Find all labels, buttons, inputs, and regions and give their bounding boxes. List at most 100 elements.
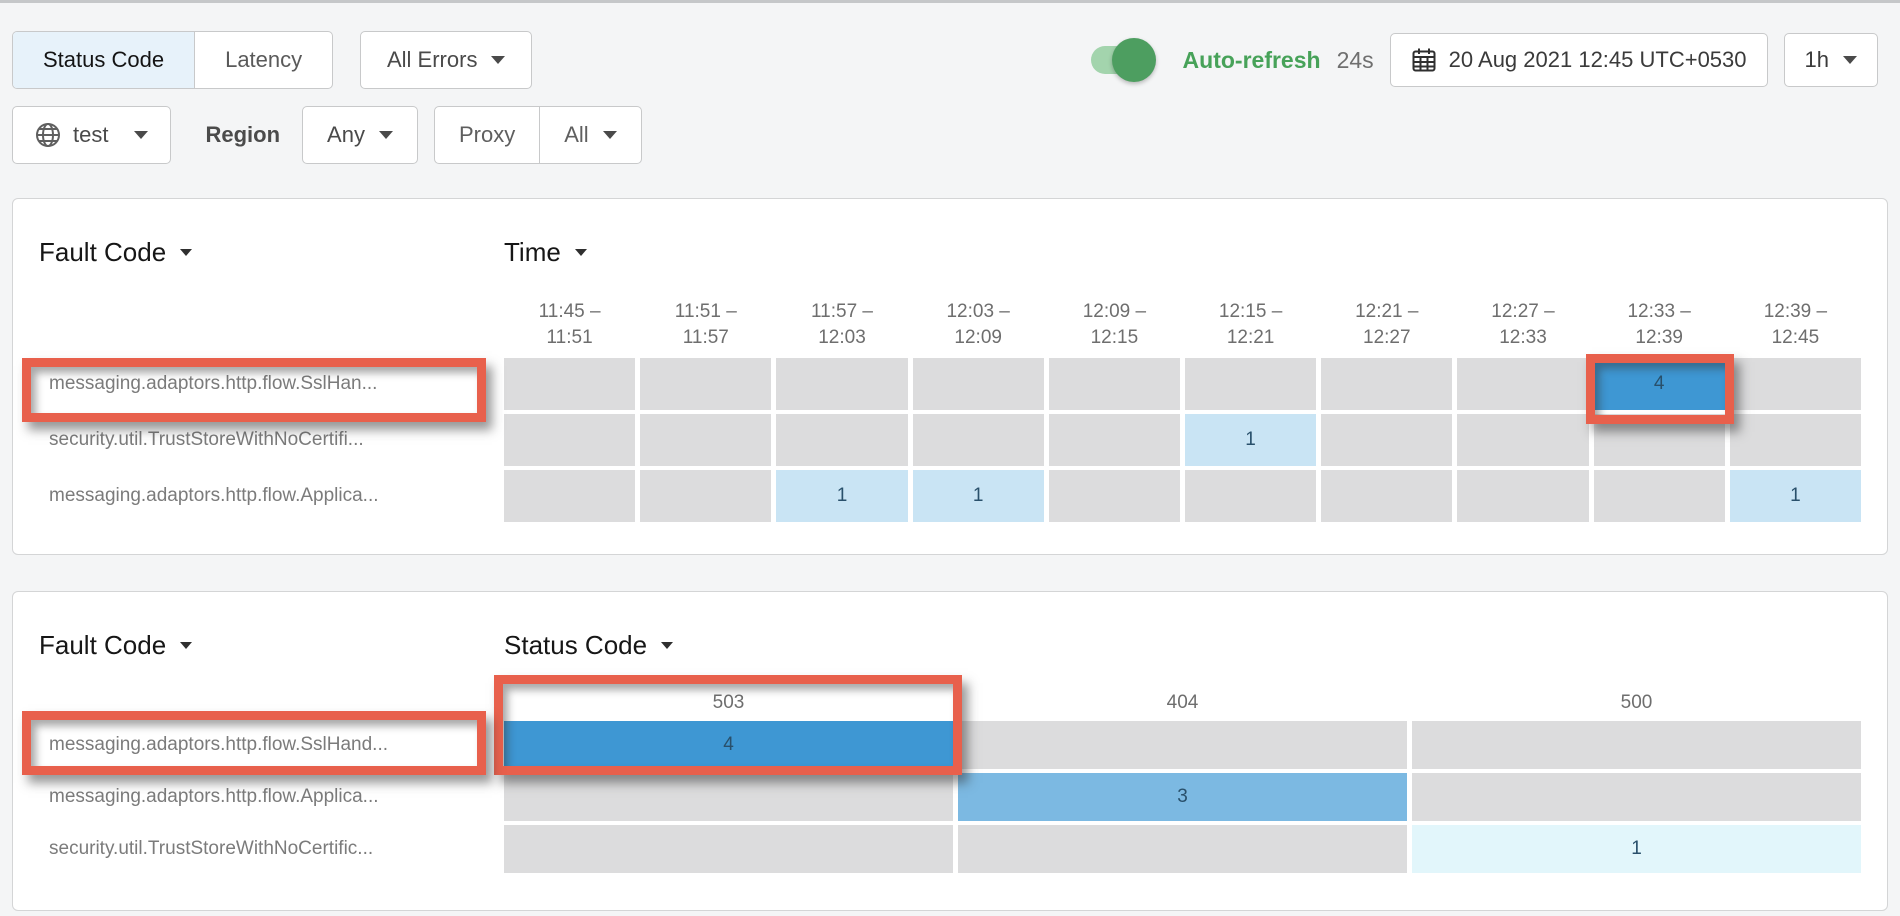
caret-down-icon	[661, 642, 673, 649]
caret-down-icon	[134, 131, 148, 139]
heatmap-cell[interactable]	[958, 721, 1407, 769]
fault-code-label[interactable]: messaging.adaptors.http.flow.Applica...	[39, 470, 499, 522]
row-dimension-selector[interactable]: Fault Code	[39, 237, 504, 268]
fault-code-by-time-panel: Fault Code Time 11:45 –11:5111:51 –11:57…	[12, 198, 1888, 555]
heatmap-cell[interactable]	[776, 358, 907, 410]
heatmap-cell[interactable]: 1	[1185, 414, 1316, 466]
heatmap-cell[interactable]	[1457, 470, 1588, 522]
heatmap-cell[interactable]	[504, 414, 635, 466]
monitoring-dashboard: Status Code Latency All Errors Auto-refr…	[0, 0, 1900, 916]
status-heatmap-grid: 503404500messaging.adaptors.http.flow.Ss…	[13, 689, 1887, 873]
time-bucket-label: 11:57 –12:03	[776, 296, 907, 354]
fault-code-label[interactable]: messaging.adaptors.http.flow.Applica...	[39, 773, 499, 821]
heatmap-cell[interactable]	[1730, 414, 1861, 466]
panel-header: Fault Code Status Code	[13, 592, 1887, 661]
caret-down-icon	[180, 642, 192, 649]
heatmap-cell[interactable]	[1457, 414, 1588, 466]
caret-down-icon	[603, 131, 617, 139]
heatmap-cell[interactable]	[1594, 414, 1725, 466]
col-dimension-label: Status Code	[504, 630, 647, 661]
caret-down-icon	[180, 249, 192, 256]
heatmap-cell[interactable]	[1185, 470, 1316, 522]
heatmap-cell[interactable]: 1	[776, 470, 907, 522]
heatmap-cell[interactable]: 1	[1412, 825, 1861, 873]
status-code-column-label: 503	[504, 689, 953, 717]
heatmap-cell[interactable]	[1594, 470, 1725, 522]
heatmap-cell[interactable]	[1457, 358, 1588, 410]
environment-dropdown[interactable]: test	[12, 106, 171, 164]
heatmap-cell[interactable]: 1	[1730, 470, 1861, 522]
time-bucket-label: 11:51 –11:57	[640, 296, 771, 354]
heatmap-cell[interactable]	[1730, 358, 1861, 410]
heatmap-cell[interactable]	[1321, 358, 1452, 410]
heatmap-cell[interactable]	[958, 825, 1407, 873]
duration-dropdown[interactable]: 1h	[1784, 33, 1878, 87]
heatmap-cell[interactable]	[640, 358, 771, 410]
heatmap-cell[interactable]	[640, 414, 771, 466]
error-filter-label: All Errors	[387, 47, 477, 73]
fault-code-by-status-panel: Fault Code Status Code 503404500messagin…	[12, 591, 1888, 911]
heatmap-cell[interactable]	[1412, 721, 1861, 769]
heatmap-cell[interactable]	[504, 825, 953, 873]
proxy-value: All	[564, 122, 588, 148]
row-dimension-label: Fault Code	[39, 630, 166, 661]
proxy-label: Proxy	[435, 107, 539, 163]
time-bucket-label: 12:15 –12:21	[1185, 296, 1316, 354]
heatmap-cell[interactable]	[1321, 414, 1452, 466]
heatmap-cell[interactable]	[1049, 470, 1180, 522]
auto-refresh-label: Auto-refresh	[1183, 47, 1321, 74]
heatmap-cell[interactable]	[504, 470, 635, 522]
status-code-column-label: 404	[958, 689, 1407, 717]
time-bucket-label: 12:33 –12:39	[1594, 296, 1725, 354]
heatmap-cell[interactable]: 3	[958, 773, 1407, 821]
globe-icon	[35, 122, 61, 148]
fault-code-label[interactable]: security.util.TrustStoreWithNoCertifi...	[39, 414, 499, 466]
fault-code-label[interactable]: messaging.adaptors.http.flow.SslHand...	[39, 721, 499, 769]
caret-down-icon	[491, 56, 505, 64]
region-label: Region	[205, 122, 280, 148]
tab-latency[interactable]: Latency	[194, 32, 332, 88]
heatmap-cell[interactable]	[1049, 414, 1180, 466]
fault-code-label[interactable]: messaging.adaptors.http.flow.SslHan...	[39, 358, 499, 410]
time-bucket-label: 12:09 –12:15	[1049, 296, 1180, 354]
auto-refresh-countdown: 24s	[1337, 47, 1374, 74]
tab-status-code[interactable]: Status Code	[13, 32, 194, 88]
time-bucket-label: 12:39 –12:45	[1730, 296, 1861, 354]
heatmap-cell[interactable]	[913, 358, 1044, 410]
calendar-icon	[1411, 47, 1437, 73]
datetime-picker-button[interactable]: 20 Aug 2021 12:45 UTC+0530	[1390, 33, 1768, 87]
toggle-knob	[1112, 38, 1156, 82]
filter-row: test Region Any Proxy All	[12, 106, 642, 164]
panel-header: Fault Code Time	[13, 199, 1887, 268]
error-filter-dropdown[interactable]: All Errors	[360, 31, 532, 89]
region-dropdown[interactable]: Any	[302, 106, 418, 164]
toolbar-right-cluster: Auto-refresh 24s 20 Aug 2021 12:45 UTC+0…	[1091, 31, 1878, 89]
heatmap-cell[interactable]: 4	[504, 721, 953, 769]
region-value: Any	[327, 122, 365, 148]
heatmap-cell[interactable]	[640, 470, 771, 522]
fault-code-label[interactable]: security.util.TrustStoreWithNoCertific..…	[39, 825, 499, 873]
caret-down-icon	[1843, 56, 1857, 64]
row-dimension-selector[interactable]: Fault Code	[39, 630, 504, 661]
heatmap-cell[interactable]	[1049, 358, 1180, 410]
heatmap-cell[interactable]	[1321, 470, 1452, 522]
view-mode-tabs: Status Code Latency	[12, 31, 333, 89]
duration-label: 1h	[1805, 47, 1829, 73]
proxy-dropdown[interactable]: All	[539, 107, 640, 163]
caret-down-icon	[379, 131, 393, 139]
heatmap-cell[interactable]	[504, 358, 635, 410]
proxy-filter-group: Proxy All	[434, 106, 642, 164]
heatmap-cell[interactable]	[504, 773, 953, 821]
row-dimension-label: Fault Code	[39, 237, 166, 268]
heatmap-cell[interactable]	[913, 414, 1044, 466]
heatmap-cell[interactable]: 4	[1594, 358, 1725, 410]
heatmap-cell[interactable]	[1185, 358, 1316, 410]
datetime-label: 20 Aug 2021 12:45 UTC+0530	[1449, 47, 1747, 73]
heatmap-cell[interactable]	[776, 414, 907, 466]
auto-refresh-toggle[interactable]	[1091, 46, 1153, 74]
environment-label: test	[73, 122, 108, 148]
col-dimension-selector[interactable]: Time	[504, 237, 587, 268]
col-dimension-selector[interactable]: Status Code	[504, 630, 673, 661]
heatmap-cell[interactable]	[1412, 773, 1861, 821]
heatmap-cell[interactable]: 1	[913, 470, 1044, 522]
